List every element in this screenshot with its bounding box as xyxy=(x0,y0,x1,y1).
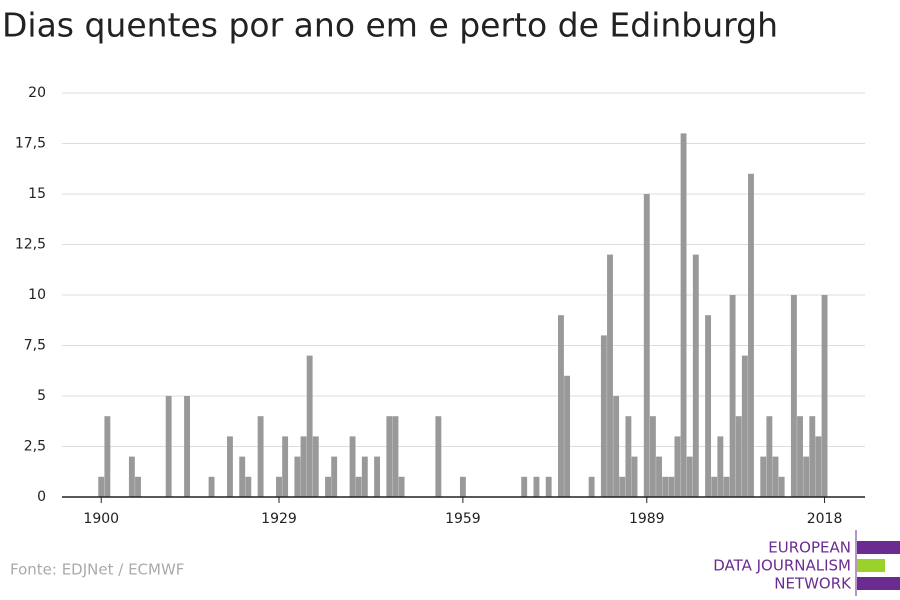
bar xyxy=(735,416,742,497)
bar xyxy=(227,436,233,497)
bar xyxy=(656,456,662,497)
y-tick-label: 0 xyxy=(37,489,46,505)
bar xyxy=(459,476,466,497)
bar xyxy=(619,476,626,497)
bar xyxy=(778,476,785,497)
bar xyxy=(821,295,828,497)
logo-text: NETWORK xyxy=(774,575,852,593)
bar xyxy=(815,436,822,497)
bar xyxy=(741,355,748,497)
bar xyxy=(398,476,405,497)
bar xyxy=(208,476,215,497)
bar xyxy=(392,416,399,497)
bar xyxy=(723,476,730,497)
bar xyxy=(760,456,767,497)
bar xyxy=(361,456,368,497)
bar xyxy=(674,436,681,497)
y-tick-label: 7,5 xyxy=(24,338,46,354)
logo-bar xyxy=(857,577,900,590)
bar xyxy=(717,436,724,497)
bar xyxy=(692,254,699,497)
bar xyxy=(521,476,528,497)
y-tick-label: 12,5 xyxy=(15,237,46,253)
bar xyxy=(705,315,712,497)
bar xyxy=(300,436,307,497)
bar xyxy=(533,476,540,497)
y-tick-label: 5 xyxy=(37,388,46,404)
bar xyxy=(545,476,552,497)
bar xyxy=(680,133,687,497)
x-tick-label: 2018 xyxy=(807,511,843,527)
bar xyxy=(257,416,264,497)
bar xyxy=(649,416,656,497)
bar xyxy=(282,436,289,497)
bar xyxy=(668,476,675,497)
bar xyxy=(797,416,803,497)
bar xyxy=(349,436,356,497)
x-tick-label: 1989 xyxy=(629,511,665,527)
chart-title: Dias quentes por ano em e perto de Edinb… xyxy=(2,6,778,45)
y-tick-label: 2,5 xyxy=(24,439,46,455)
bar xyxy=(184,396,190,497)
source: Fonte: EDJNet / ECMWF xyxy=(10,561,184,579)
x-tick-label: 1900 xyxy=(83,511,119,527)
bar xyxy=(98,476,105,497)
bar xyxy=(312,436,319,497)
bar xyxy=(790,295,797,497)
logo-text: EUROPEAN xyxy=(768,539,851,557)
bar xyxy=(625,416,632,497)
bar xyxy=(643,194,650,497)
bar xyxy=(600,335,607,497)
bar xyxy=(355,476,362,497)
logo-bar xyxy=(857,541,900,554)
bar xyxy=(325,476,331,497)
bar xyxy=(803,456,810,497)
bar xyxy=(104,416,111,497)
bar xyxy=(294,456,301,497)
bar xyxy=(386,416,393,497)
bar xyxy=(662,476,669,497)
bar xyxy=(613,396,620,497)
bar xyxy=(128,456,135,497)
bar xyxy=(558,315,564,497)
y-tick-label: 20 xyxy=(28,85,46,101)
bar xyxy=(331,456,338,497)
x-tick-label: 1929 xyxy=(261,511,297,527)
bar xyxy=(245,476,252,497)
bar xyxy=(135,476,141,497)
bar xyxy=(588,476,595,497)
logo: EUROPEAN DATA JOURNALISM NETWORK xyxy=(713,530,900,596)
bar xyxy=(631,456,638,497)
bar xyxy=(729,295,736,497)
bar xyxy=(686,456,693,497)
y-tick-label: 10 xyxy=(28,287,46,303)
bar xyxy=(276,476,282,497)
x-tick-label: 1959 xyxy=(445,511,481,527)
bar xyxy=(306,355,313,497)
y-tick-label: 17,5 xyxy=(15,136,46,152)
bar xyxy=(239,456,246,497)
bar xyxy=(809,416,816,497)
bar xyxy=(607,254,613,497)
bar xyxy=(374,456,381,497)
bar xyxy=(165,396,172,497)
bar xyxy=(772,456,779,497)
bar xyxy=(748,173,754,498)
y-tick-label: 15 xyxy=(28,186,46,202)
bar xyxy=(711,476,718,497)
logo-text: DATA JOURNALISM xyxy=(713,557,851,575)
bar xyxy=(435,416,442,497)
bar xyxy=(564,375,571,497)
logo-bar xyxy=(857,559,885,572)
bar xyxy=(766,416,773,497)
